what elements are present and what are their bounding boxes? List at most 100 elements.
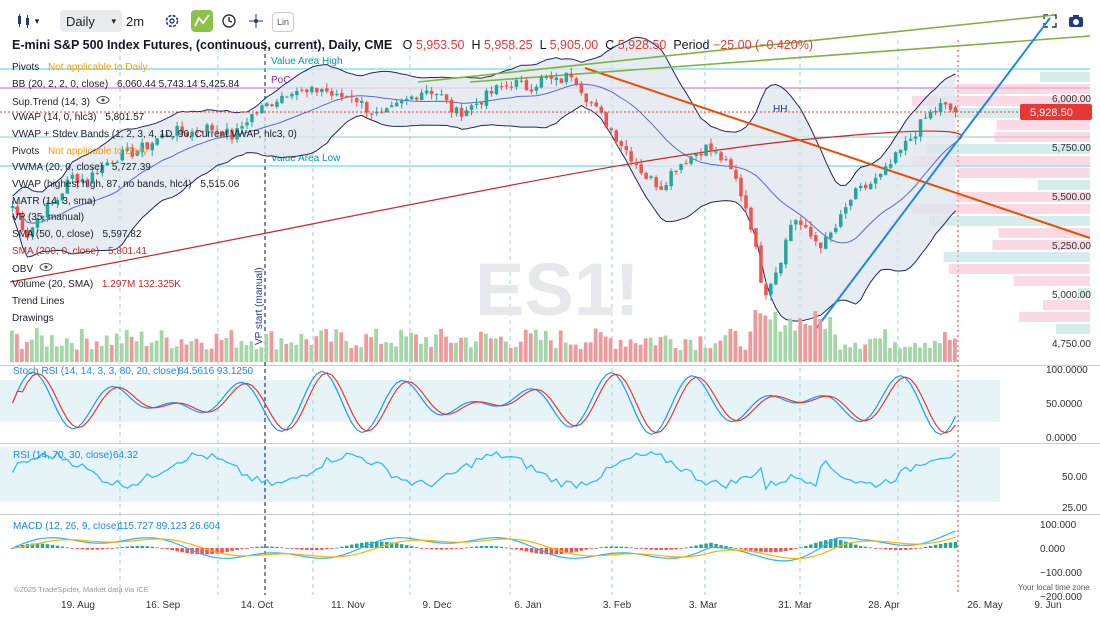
candles-icon[interactable]: ▾	[10, 10, 44, 32]
candle-body	[554, 77, 559, 81]
volume-bar	[743, 349, 748, 362]
candle-body	[60, 193, 65, 201]
indicator-value: 5,597.82	[99, 229, 142, 240]
macd-histogram-bar	[809, 544, 813, 548]
candle-body	[629, 151, 633, 162]
candle-body	[479, 102, 484, 105]
indicators-icon[interactable]	[191, 10, 213, 32]
indicator-legend-item[interactable]: Pivots Not applicable to Daily	[12, 146, 148, 157]
indicator-legend-item[interactable]: SMA (200, 0, close) 5,801.41	[12, 246, 147, 257]
macd-histogram-bar	[729, 547, 733, 548]
indicator-legend-item[interactable]: Sup.Trend (14, 3)	[12, 95, 110, 108]
candle-body	[933, 111, 938, 113]
candle-body	[325, 88, 329, 92]
volume-bar	[219, 340, 224, 362]
candle-body	[614, 130, 618, 142]
volume-bar	[853, 342, 857, 362]
volume-bar	[364, 334, 369, 362]
volume-bar	[788, 318, 793, 362]
indicator-legend-item[interactable]: Pivots Not applicable to Daily	[12, 62, 148, 73]
macd-histogram-bar	[200, 548, 204, 555]
candle-body	[863, 184, 868, 189]
macd-histogram-bar	[918, 547, 923, 549]
volume-bar	[753, 310, 758, 362]
volume-profile-bar	[992, 240, 1090, 250]
volume-bar	[189, 341, 194, 362]
volume-bar	[668, 339, 673, 362]
volume-bar	[803, 323, 808, 362]
indicator-legend-item[interactable]: Trend Lines	[12, 296, 64, 307]
volume-bar	[214, 333, 219, 362]
candle-body	[135, 150, 139, 156]
volume-bar	[469, 347, 473, 362]
candle-body	[255, 112, 259, 114]
indicator-legend-item[interactable]: Volume (20, SMA) 1.297M 132.325K	[12, 279, 181, 290]
volume-bar	[693, 349, 698, 362]
candle-body	[95, 172, 100, 174]
lin-scale-button[interactable]: Lin	[272, 12, 294, 32]
interval-select[interactable]: Daily ▾	[60, 10, 122, 32]
candle-body	[829, 232, 833, 238]
macd-histogram-bar	[624, 546, 628, 548]
candle-body	[794, 220, 798, 225]
indicator-legend-item[interactable]: VP (35, manual)	[12, 212, 84, 223]
indicator-legend-item[interactable]: Drawings	[12, 313, 54, 324]
candle-body	[729, 159, 733, 170]
macd-histogram-bar	[355, 543, 359, 548]
macd-histogram-bar	[325, 548, 329, 550]
macd-histogram-bar	[454, 548, 459, 549]
macd-histogram-bar	[250, 547, 254, 549]
volume-bar	[638, 344, 643, 362]
macd-histogram-bar	[85, 548, 90, 550]
volume-bar	[593, 328, 598, 362]
volume-profile-bar	[911, 96, 1090, 106]
candle-body	[799, 220, 803, 225]
volume-bar	[893, 342, 897, 362]
macd-histogram-bar	[260, 546, 264, 548]
gear-icon[interactable]	[160, 10, 184, 32]
macd-histogram-bar	[654, 548, 658, 550]
volume-bar	[918, 347, 922, 362]
macd-histogram-bar	[714, 544, 718, 548]
eye-icon[interactable]	[90, 96, 110, 108]
volume-profile-bar	[956, 84, 1090, 94]
open-value: 5,953.50	[415, 38, 465, 52]
volume-bar	[848, 347, 852, 362]
volume-bar	[104, 335, 109, 362]
indicator-legend-item[interactable]: VWAP + Stdev Bands (1, 2, 3, 4, 1D, 90, …	[12, 129, 297, 140]
volume-bar	[134, 341, 139, 362]
volume-profile-bar	[1056, 324, 1090, 334]
clock-icon[interactable]	[218, 10, 240, 32]
volume-bar	[558, 330, 563, 362]
indicator-legend-item[interactable]: BB (20, 2, 2, 0, close) 6,060.44 5,743.1…	[12, 79, 239, 90]
volume-profile-bar	[1040, 72, 1090, 82]
volume-bar	[933, 340, 937, 362]
crosshair-icon[interactable]	[245, 10, 267, 32]
volume-bar	[74, 349, 79, 362]
candle-body	[913, 136, 918, 139]
macd-histogram-bar	[619, 546, 623, 548]
volume-bar	[948, 339, 952, 362]
y-tick-label: 5,750.00	[1052, 143, 1091, 154]
macd-histogram-bar	[175, 548, 179, 552]
volume-bar	[583, 342, 588, 362]
volume-bar	[414, 334, 418, 362]
eye-icon[interactable]	[33, 263, 53, 275]
indicator-legend-item[interactable]: MATR (14, 3, sma)	[12, 196, 96, 207]
macd-histogram-bar	[120, 547, 124, 548]
layout-button[interactable]: 2m	[122, 10, 148, 32]
indicator-legend-item[interactable]: VWMA (20, 0, close) 5,727.39	[12, 162, 151, 173]
candle-body	[245, 122, 249, 126]
indicator-legend-item[interactable]: OBV	[12, 262, 53, 275]
indicator-legend-item[interactable]: VWAP (14, 0, hlc3) 5,801.57	[12, 112, 144, 123]
camera-icon[interactable]	[1065, 10, 1087, 32]
macd-histogram-bar	[160, 548, 164, 549]
indicator-legend-item[interactable]: VWAP (highest high, 87, no bands, hlc4) …	[12, 179, 239, 190]
indicator-legend-item[interactable]: SMA (50, 0, close) 5,597.82	[12, 229, 141, 240]
candle-body	[300, 89, 304, 91]
macd-histogram-bar	[669, 548, 673, 550]
macd-histogram-bar	[524, 548, 529, 552]
volume-bar	[818, 318, 823, 362]
macd-histogram-bar	[429, 548, 434, 550]
